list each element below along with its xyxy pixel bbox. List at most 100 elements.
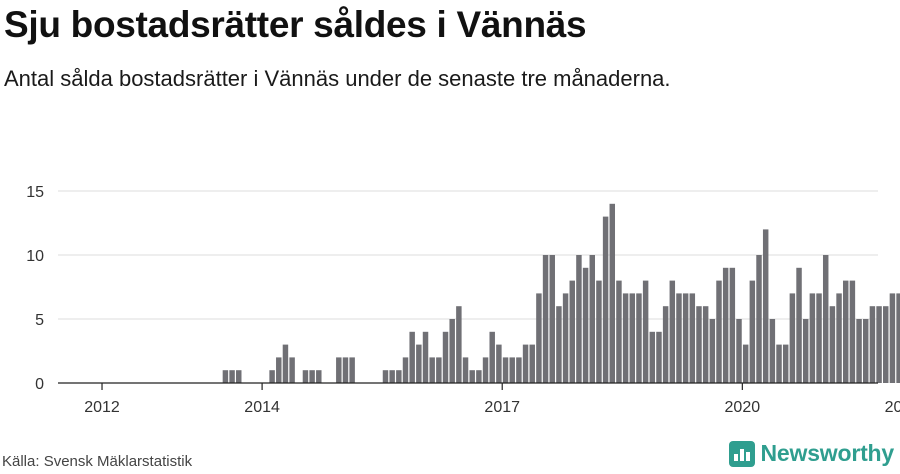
bar bbox=[289, 357, 295, 383]
bar bbox=[436, 357, 442, 383]
bar bbox=[582, 267, 589, 383]
bar bbox=[889, 293, 896, 383]
bar bbox=[576, 255, 582, 383]
bar bbox=[883, 306, 889, 383]
bar bbox=[496, 344, 502, 383]
bar bbox=[482, 357, 489, 383]
bar bbox=[656, 331, 662, 383]
chart-subtitle: Antal sålda bostadsrätter i Vännäs under… bbox=[4, 66, 671, 91]
x-tick-label: 2017 bbox=[484, 399, 520, 416]
bar bbox=[629, 293, 636, 383]
bar bbox=[462, 357, 469, 383]
bar bbox=[722, 267, 729, 383]
bar bbox=[502, 357, 509, 383]
bar bbox=[676, 293, 682, 383]
bar bbox=[822, 255, 829, 383]
bar bbox=[302, 370, 309, 383]
bar bbox=[382, 370, 389, 383]
y-tick-label: 5 bbox=[35, 312, 44, 329]
bar bbox=[689, 293, 696, 383]
bar bbox=[729, 267, 736, 383]
y-tick-label: 15 bbox=[26, 184, 44, 201]
bar bbox=[469, 370, 475, 383]
bar bbox=[782, 344, 789, 383]
bar bbox=[442, 331, 449, 383]
bar bbox=[642, 280, 649, 383]
bar bbox=[509, 357, 515, 383]
newsworthy-logo-icon bbox=[728, 440, 755, 467]
bar bbox=[836, 293, 842, 383]
bar bbox=[309, 370, 315, 383]
bar bbox=[589, 255, 595, 383]
bar bbox=[596, 280, 602, 383]
x-tick-label: 2012 bbox=[84, 399, 120, 416]
bar bbox=[776, 344, 782, 383]
bar bbox=[316, 370, 322, 383]
bar bbox=[869, 306, 876, 383]
bar bbox=[649, 331, 656, 383]
bar bbox=[702, 306, 709, 383]
bar bbox=[756, 255, 762, 383]
y-tick-label: 0 bbox=[35, 376, 44, 393]
bar bbox=[896, 293, 900, 383]
bar bbox=[282, 344, 289, 383]
bar bbox=[449, 319, 455, 383]
bar bbox=[422, 331, 429, 383]
bar bbox=[556, 306, 562, 383]
bar bbox=[342, 357, 349, 383]
bars bbox=[222, 203, 900, 383]
bar bbox=[622, 293, 629, 383]
bar bbox=[762, 229, 769, 383]
bar bbox=[696, 306, 702, 383]
bar bbox=[709, 319, 716, 383]
bar bbox=[569, 280, 575, 383]
x-tick-label: 2014 bbox=[244, 399, 280, 416]
bar bbox=[522, 344, 529, 383]
bar bbox=[796, 267, 802, 383]
bar bbox=[716, 280, 722, 383]
bar bbox=[809, 293, 816, 383]
bar bbox=[389, 370, 395, 383]
bar bbox=[276, 357, 282, 383]
bar bbox=[876, 306, 882, 383]
axes: 051015720122014201720202022 bbox=[26, 184, 900, 416]
bar bbox=[549, 255, 555, 383]
bar bbox=[829, 306, 836, 383]
bar bbox=[669, 280, 676, 383]
bar bbox=[429, 357, 435, 383]
y-tick-label: 10 bbox=[26, 248, 44, 265]
brand-logo: Newsworthy bbox=[728, 440, 894, 467]
bar bbox=[609, 203, 616, 383]
bar bbox=[742, 344, 749, 383]
bar bbox=[402, 357, 409, 383]
source-note: Källa: Svensk Mäklarstatistik bbox=[2, 453, 193, 470]
bar-chart: 051015720122014201720202022 bbox=[26, 184, 900, 416]
bar bbox=[489, 331, 495, 383]
bar bbox=[736, 319, 742, 383]
bar bbox=[562, 293, 569, 383]
bar bbox=[516, 357, 522, 383]
bar bbox=[602, 216, 609, 383]
bar bbox=[236, 370, 242, 383]
bar bbox=[856, 319, 862, 383]
bar bbox=[269, 370, 275, 383]
bar bbox=[749, 280, 756, 383]
bar bbox=[396, 370, 402, 383]
bar bbox=[849, 280, 856, 383]
bar bbox=[409, 331, 415, 383]
bar bbox=[542, 255, 549, 383]
bar bbox=[662, 306, 669, 383]
x-tick-label: 2022 bbox=[885, 399, 900, 416]
bar bbox=[636, 293, 642, 383]
bar bbox=[536, 293, 542, 383]
bar bbox=[769, 319, 776, 383]
x-tick-label: 2020 bbox=[725, 399, 761, 416]
bar bbox=[682, 293, 689, 383]
bar bbox=[349, 357, 355, 383]
bar bbox=[616, 280, 622, 383]
chart-title: Sju bostadsrätter såldes i Vännäs bbox=[4, 4, 587, 45]
bar bbox=[529, 344, 535, 383]
bar bbox=[456, 306, 462, 383]
bar bbox=[222, 370, 229, 383]
bar bbox=[416, 344, 422, 383]
